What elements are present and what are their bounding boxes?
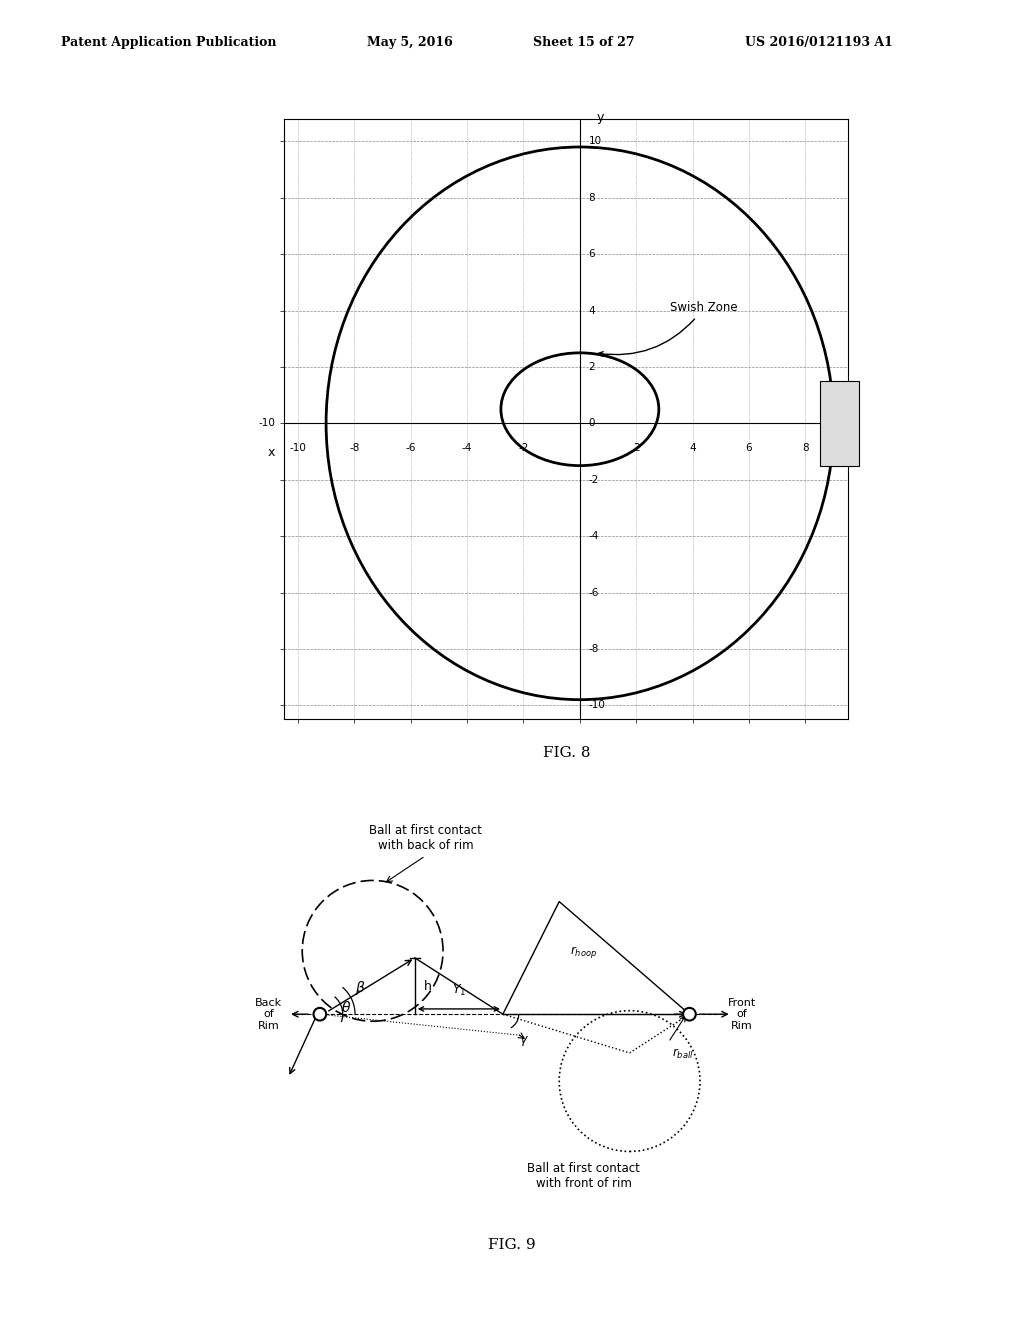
- Text: FIG. 9: FIG. 9: [488, 1238, 536, 1253]
- Text: $\gamma$: $\gamma$: [519, 1034, 528, 1048]
- Text: FIG. 8: FIG. 8: [543, 746, 590, 760]
- Text: $\theta$: $\theta$: [341, 1001, 351, 1015]
- Text: Ball at first contact
with back of rim: Ball at first contact with back of rim: [369, 824, 482, 853]
- Text: -8: -8: [349, 444, 359, 453]
- Text: Patent Application Publication: Patent Application Publication: [61, 37, 276, 49]
- Text: 8: 8: [802, 444, 809, 453]
- Text: h: h: [424, 979, 431, 993]
- Text: y: y: [597, 111, 604, 124]
- Text: -6: -6: [589, 587, 599, 598]
- Text: -6: -6: [406, 444, 416, 453]
- Text: -4: -4: [589, 531, 599, 541]
- Text: -4: -4: [462, 444, 472, 453]
- Text: 6: 6: [745, 444, 753, 453]
- Text: Sheet 15 of 27: Sheet 15 of 27: [532, 37, 635, 49]
- Text: 2: 2: [633, 444, 640, 453]
- Text: May 5, 2016: May 5, 2016: [367, 37, 453, 49]
- Text: -10: -10: [589, 701, 605, 710]
- Text: -2: -2: [589, 475, 599, 484]
- Bar: [819, 381, 859, 466]
- Text: $\beta$: $\beta$: [355, 979, 366, 997]
- Circle shape: [683, 1008, 695, 1020]
- Text: 6: 6: [589, 249, 595, 259]
- Text: 4: 4: [689, 444, 696, 453]
- Text: US 2016/0121193 A1: US 2016/0121193 A1: [745, 37, 893, 49]
- Circle shape: [313, 1008, 327, 1020]
- Text: $r_{hoop}$: $r_{hoop}$: [569, 944, 597, 960]
- Text: -10: -10: [290, 444, 306, 453]
- Text: -10: -10: [258, 418, 275, 428]
- Text: -8: -8: [589, 644, 599, 653]
- Text: Swish Zone: Swish Zone: [598, 301, 737, 356]
- Text: 8: 8: [589, 193, 595, 203]
- Text: -2: -2: [518, 444, 528, 453]
- Text: $Y_1$: $Y_1$: [452, 983, 466, 998]
- Text: $r_{ball}$: $r_{ball}$: [672, 1047, 693, 1061]
- Text: Front
of
Rim: Front of Rim: [728, 998, 757, 1031]
- Text: Ball at first contact
with front of rim: Ball at first contact with front of rim: [527, 1162, 640, 1191]
- Text: 2: 2: [589, 362, 595, 372]
- Text: 4: 4: [589, 305, 595, 315]
- Text: 10: 10: [589, 136, 601, 147]
- Text: x: x: [268, 446, 275, 459]
- Text: 0: 0: [589, 418, 595, 428]
- Text: Back
of
Rim: Back of Rim: [255, 998, 283, 1031]
